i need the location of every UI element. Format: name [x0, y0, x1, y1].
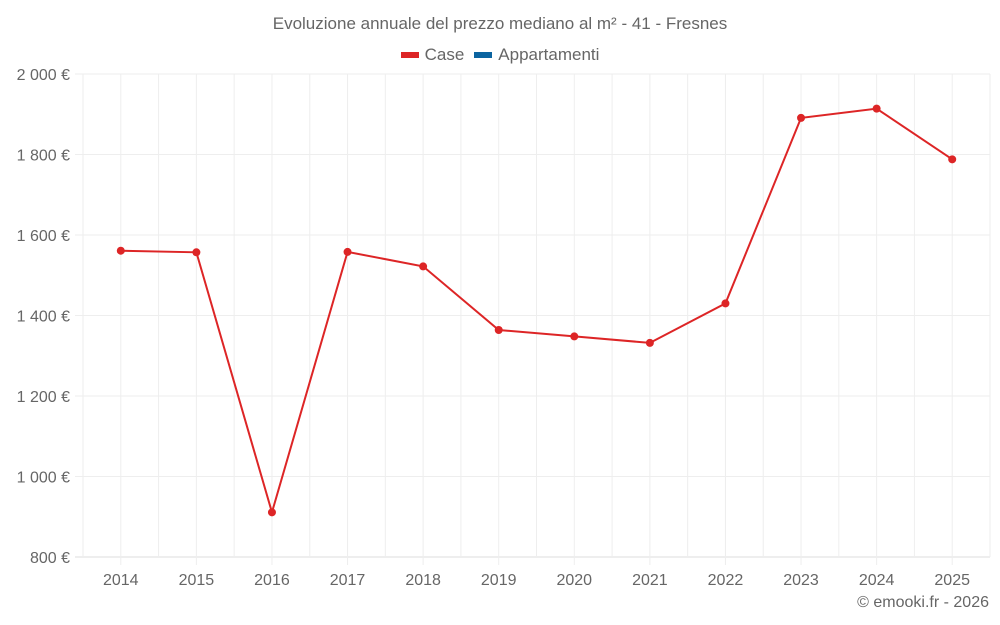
- data-point[interactable]: [872, 104, 881, 113]
- x-tick-label: 2017: [330, 572, 366, 589]
- x-tick-label: 2020: [556, 572, 592, 589]
- x-tick-label: 2015: [179, 572, 215, 589]
- x-tick-label: 2024: [859, 572, 895, 589]
- gridlines: [75, 73, 991, 565]
- x-tick-label: 2022: [708, 572, 744, 589]
- y-tick-label: 1 800 €: [17, 148, 70, 165]
- legend-item-case[interactable]: Case: [400, 45, 465, 65]
- chart-title: Evoluzione annuale del prezzo mediano al…: [272, 14, 728, 33]
- x-tick-label: 2023: [783, 572, 819, 589]
- data-point[interactable]: [645, 338, 654, 347]
- data-point[interactable]: [192, 248, 201, 257]
- y-tick-label: 1 600 €: [17, 228, 70, 245]
- series-case: [116, 104, 957, 517]
- y-tick-label: 1 400 €: [17, 309, 70, 326]
- data-point[interactable]: [797, 113, 806, 122]
- y-tick-label: 2 000 €: [17, 67, 70, 84]
- data-point[interactable]: [116, 246, 125, 255]
- legend-swatch-appartamenti: [474, 52, 493, 58]
- x-tick-label: 2018: [405, 572, 441, 589]
- legend-label-case: Case: [424, 45, 465, 64]
- x-tick-label: 2019: [481, 572, 517, 589]
- data-point[interactable]: [267, 508, 276, 517]
- data-point[interactable]: [494, 325, 503, 334]
- data-point[interactable]: [419, 262, 428, 271]
- legend-label-appartamenti: Appartamenti: [498, 45, 600, 64]
- x-tick-label: 2021: [632, 572, 668, 589]
- legend: Case Appartamenti: [0, 45, 1000, 65]
- x-tick-label: 2016: [254, 572, 290, 589]
- legend-swatch-case: [400, 52, 419, 58]
- x-tick-label: 2014: [103, 572, 139, 589]
- y-tick-label: 1 200 €: [17, 389, 70, 406]
- series-line: [120, 107, 953, 516]
- y-tick-label: 1 000 €: [17, 470, 70, 487]
- data-point[interactable]: [343, 247, 352, 256]
- data-point[interactable]: [570, 332, 579, 341]
- credit-text: © emooki.fr - 2026: [857, 594, 989, 611]
- data-point[interactable]: [721, 299, 730, 308]
- data-point[interactable]: [948, 155, 957, 164]
- x-axis: 2014 2015 2016 2017 2018 2019 2020 2021 2022 2023…: [103, 572, 970, 589]
- legend-item-appartamenti[interactable]: Appartamenti: [474, 45, 599, 65]
- x-tick-label: 2025: [934, 572, 970, 589]
- y-tick-label: 800 €: [30, 550, 70, 567]
- y-axis: 800 € 1 000 € 1 200 € 1 400 € 1 600 € 1 800 €…: [17, 67, 70, 567]
